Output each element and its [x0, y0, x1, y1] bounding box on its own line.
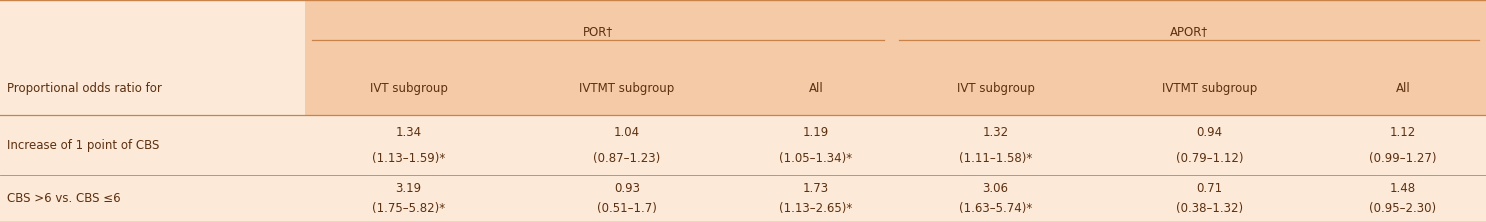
Text: IVT subgroup: IVT subgroup — [370, 82, 447, 95]
Text: (0.51–1.7): (0.51–1.7) — [597, 202, 657, 215]
Text: Proportional odds ratio for: Proportional odds ratio for — [7, 82, 162, 95]
Text: APOR†: APOR† — [1169, 25, 1208, 38]
Text: 1.19: 1.19 — [802, 126, 829, 139]
Text: (1.63–5.74)*: (1.63–5.74)* — [958, 202, 1033, 215]
Text: (1.13–1.59)*: (1.13–1.59)* — [372, 152, 446, 165]
Text: (0.79–1.12): (0.79–1.12) — [1175, 152, 1244, 165]
Bar — [305, 62, 1486, 115]
Text: (0.87–1.23): (0.87–1.23) — [593, 152, 661, 165]
Text: All: All — [808, 82, 823, 95]
Text: 1.12: 1.12 — [1389, 126, 1416, 139]
Text: 1.48: 1.48 — [1389, 182, 1416, 195]
Text: Increase of 1 point of CBS: Increase of 1 point of CBS — [7, 139, 160, 152]
Text: (1.75–5.82)*: (1.75–5.82)* — [372, 202, 446, 215]
Text: CBS >6 vs. CBS ≤6: CBS >6 vs. CBS ≤6 — [7, 192, 120, 205]
Text: (1.11–1.58)*: (1.11–1.58)* — [958, 152, 1033, 165]
Text: (0.95–2.30): (0.95–2.30) — [1369, 202, 1437, 215]
Text: 1.34: 1.34 — [395, 126, 422, 139]
Text: (0.38–1.32): (0.38–1.32) — [1175, 202, 1244, 215]
Text: IVT subgroup: IVT subgroup — [957, 82, 1034, 95]
Text: 0.94: 0.94 — [1196, 126, 1223, 139]
Text: POR†: POR† — [583, 25, 614, 38]
Text: 3.19: 3.19 — [395, 182, 422, 195]
Text: 0.71: 0.71 — [1196, 182, 1223, 195]
Text: IVTMT subgroup: IVTMT subgroup — [1162, 82, 1257, 95]
Text: 1.32: 1.32 — [982, 126, 1009, 139]
Text: All: All — [1395, 82, 1410, 95]
Text: (0.99–1.27): (0.99–1.27) — [1369, 152, 1437, 165]
Text: 0.93: 0.93 — [614, 182, 640, 195]
Text: (1.05–1.34)*: (1.05–1.34)* — [779, 152, 853, 165]
Text: 1.04: 1.04 — [614, 126, 640, 139]
Text: 1.73: 1.73 — [802, 182, 829, 195]
Text: (1.13–2.65)*: (1.13–2.65)* — [779, 202, 853, 215]
Text: 3.06: 3.06 — [982, 182, 1009, 195]
Text: IVTMT subgroup: IVTMT subgroup — [580, 82, 675, 95]
Bar — [305, 0, 1486, 62]
